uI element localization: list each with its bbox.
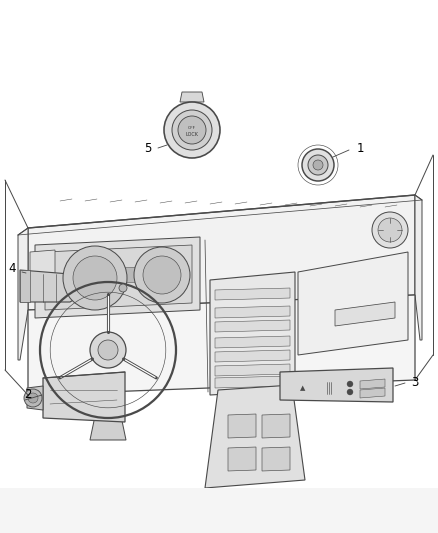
Circle shape	[24, 389, 42, 407]
Circle shape	[143, 256, 181, 294]
Circle shape	[119, 284, 127, 292]
Polygon shape	[415, 195, 422, 340]
Circle shape	[313, 160, 323, 170]
Polygon shape	[215, 336, 290, 348]
Circle shape	[98, 340, 118, 360]
Polygon shape	[262, 447, 290, 471]
Polygon shape	[228, 414, 256, 438]
Polygon shape	[205, 385, 305, 488]
Polygon shape	[90, 411, 126, 440]
Text: OFF: OFF	[188, 126, 196, 130]
Circle shape	[172, 110, 212, 150]
Polygon shape	[215, 288, 290, 300]
Polygon shape	[360, 379, 385, 389]
Polygon shape	[215, 364, 290, 376]
Polygon shape	[28, 295, 415, 395]
Circle shape	[372, 212, 408, 248]
Polygon shape	[215, 350, 290, 362]
Circle shape	[347, 381, 353, 387]
Polygon shape	[215, 376, 290, 388]
Polygon shape	[262, 414, 290, 438]
Text: 2: 2	[24, 389, 32, 401]
Polygon shape	[45, 245, 192, 310]
Text: 5: 5	[144, 141, 152, 155]
Circle shape	[90, 332, 126, 368]
Polygon shape	[35, 237, 200, 318]
Circle shape	[73, 256, 117, 300]
Text: 1: 1	[356, 141, 364, 155]
Polygon shape	[189, 116, 195, 125]
Polygon shape	[228, 447, 256, 471]
Polygon shape	[298, 252, 408, 355]
Circle shape	[308, 155, 328, 175]
Circle shape	[28, 393, 38, 403]
Circle shape	[164, 102, 220, 158]
Circle shape	[378, 218, 402, 242]
Polygon shape	[43, 372, 125, 422]
Polygon shape	[18, 228, 28, 360]
Circle shape	[63, 246, 127, 310]
Polygon shape	[115, 267, 142, 283]
Polygon shape	[215, 306, 290, 318]
Polygon shape	[180, 92, 204, 102]
Text: 3: 3	[411, 376, 419, 389]
Circle shape	[347, 389, 353, 395]
Polygon shape	[20, 270, 30, 302]
Text: LOCK: LOCK	[186, 132, 198, 136]
Polygon shape	[27, 386, 43, 410]
Polygon shape	[0, 488, 438, 533]
Polygon shape	[28, 195, 415, 310]
Circle shape	[178, 116, 206, 144]
Polygon shape	[80, 284, 123, 292]
Polygon shape	[280, 368, 393, 402]
Text: ▲: ▲	[300, 385, 306, 391]
Text: 4: 4	[8, 262, 16, 274]
Polygon shape	[30, 250, 55, 280]
Polygon shape	[360, 388, 385, 398]
Circle shape	[134, 247, 190, 303]
Polygon shape	[210, 272, 295, 395]
Polygon shape	[20, 270, 80, 302]
Polygon shape	[215, 320, 290, 332]
Polygon shape	[335, 302, 395, 326]
Circle shape	[302, 149, 334, 181]
